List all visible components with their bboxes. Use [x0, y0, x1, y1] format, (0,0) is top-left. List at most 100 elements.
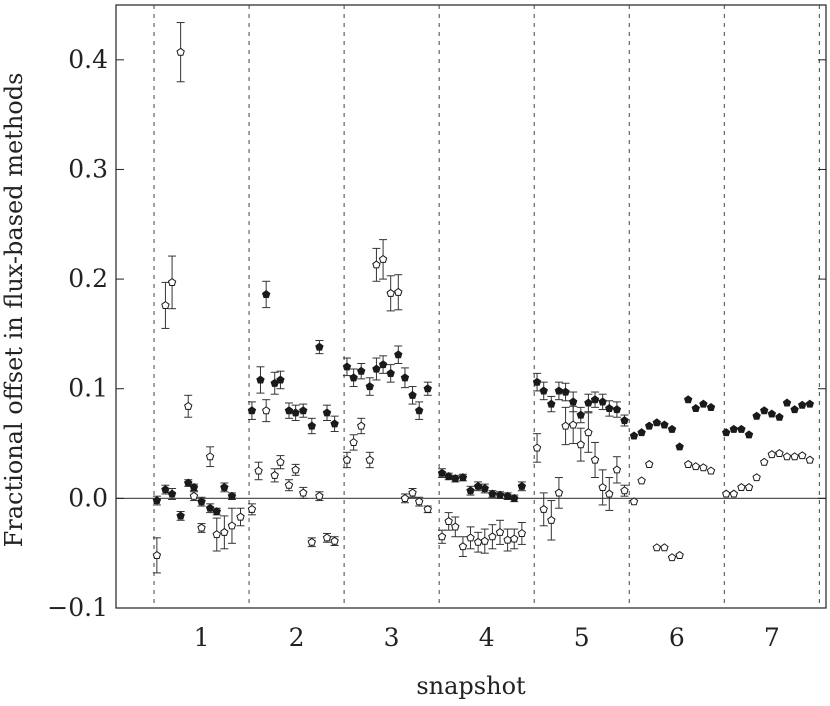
filled-pentagon-point: [291, 408, 300, 417]
y-tick-label: 0.1: [68, 374, 108, 403]
open-pentagon-point: [480, 536, 489, 545]
open-pentagon-point: [775, 448, 784, 457]
filled-pentagon-point: [299, 406, 308, 415]
filled-pentagon-point: [365, 382, 374, 391]
open-pentagon-point: [805, 455, 815, 464]
open-pentagon-point: [307, 537, 316, 546]
open-pentagon-point: [612, 465, 622, 474]
open-pentagon-point: [236, 512, 245, 521]
filled-pentagon-point: [629, 431, 639, 440]
open-pentagon-point: [357, 421, 366, 430]
open-pentagon-point: [315, 491, 324, 500]
filled-pentagon-point: [590, 395, 600, 404]
open-pentagon-point: [197, 523, 206, 532]
open-pentagon-point: [547, 515, 556, 524]
open-pentagon-point: [488, 532, 497, 541]
open-pentagon-point: [473, 537, 483, 546]
filled-pentagon-point: [584, 398, 593, 407]
open-pentagon-point: [365, 455, 374, 464]
filled-pentagon-point: [691, 404, 700, 413]
filled-pentagon-point: [645, 421, 654, 430]
open-pentagon-point: [423, 504, 432, 513]
filled-pentagon-point: [598, 397, 607, 406]
filled-pentagon-point: [307, 421, 316, 430]
open-pentagon-point: [503, 535, 512, 544]
open-pentagon-point: [590, 455, 600, 464]
open-pentagon-point: [683, 459, 693, 468]
open-pentagon-point: [161, 300, 170, 309]
x-axis-title: snapshot: [416, 672, 526, 700]
x-tick-label: 7: [764, 623, 780, 652]
filled-pentagon-point: [660, 420, 669, 429]
filled-pentagon-point: [473, 481, 483, 490]
filled-pentagon-point: [227, 491, 237, 500]
y-tick-label: 0.0: [68, 483, 108, 512]
filled-pentagon-point: [798, 400, 807, 409]
y-tick-label: −0.1: [47, 593, 108, 622]
open-pentagon-point: [220, 527, 229, 536]
filled-pentagon-point: [220, 482, 229, 491]
open-pentagon-point: [691, 462, 700, 471]
open-pentagon-point: [568, 420, 578, 429]
filled-pentagon-point: [782, 398, 792, 407]
filled-pentagon-point: [767, 409, 777, 418]
open-pentagon-point: [561, 421, 570, 430]
y-tick-label: 0.2: [68, 264, 108, 293]
filled-pentagon-point: [503, 491, 512, 500]
open-pentagon-point: [437, 532, 447, 541]
open-pentagon-point: [539, 504, 548, 513]
open-pentagon-point: [660, 543, 669, 552]
filled-pentagon-point: [284, 406, 294, 415]
open-pentagon-point: [291, 465, 300, 474]
filled-pentagon-point: [539, 386, 548, 395]
open-pentagon-point: [152, 550, 162, 559]
open-pentagon-point: [699, 463, 708, 472]
open-pentagon-point: [444, 516, 453, 525]
filled-pentagon-point: [322, 408, 332, 417]
filled-pentagon-point: [752, 411, 761, 420]
open-pentagon-point: [675, 550, 684, 559]
filled-pentagon-point: [517, 481, 527, 490]
open-pentagon-point: [652, 543, 662, 552]
open-pentagon-point: [458, 542, 468, 551]
open-pentagon-point: [342, 455, 352, 464]
open-pentagon-point: [415, 497, 424, 506]
filled-pentagon-point: [408, 390, 417, 399]
filled-pentagon-point: [349, 373, 358, 382]
open-pentagon-point: [254, 466, 263, 475]
open-pentagon-point: [760, 457, 769, 466]
filled-pentagon-point: [699, 399, 708, 408]
x-tick-label: 2: [289, 623, 305, 652]
y-axis-title: Fractional offset in flux-based methods: [0, 73, 28, 548]
open-pentagon-point: [466, 533, 475, 542]
open-pentagon-point: [706, 466, 716, 475]
open-pentagon-point: [247, 504, 257, 513]
open-pentagon-point: [605, 489, 614, 498]
filled-pentagon-point: [568, 397, 578, 406]
filled-pentagon-point: [532, 377, 542, 386]
open-pentagon-point: [205, 452, 215, 461]
open-pentagon-point: [667, 553, 677, 562]
filled-pentagon-point: [256, 375, 265, 384]
open-pentagon-point: [322, 533, 332, 542]
open-pentagon-point: [767, 450, 777, 459]
open-pentagon-point: [737, 482, 746, 491]
open-pentagon-point: [270, 470, 279, 479]
filled-pentagon-point: [675, 442, 684, 451]
open-pentagon-point: [167, 277, 177, 286]
open-pentagon-point: [729, 489, 739, 498]
filled-pentagon-point: [197, 497, 206, 506]
open-pentagon-point: [620, 486, 629, 495]
open-pentagon-point: [212, 530, 221, 539]
open-pentagon-point: [451, 522, 460, 531]
filled-pentagon-point: [451, 474, 460, 483]
filled-pentagon-point: [176, 511, 185, 520]
open-pentagon-point: [189, 491, 199, 500]
filled-pentagon-point: [161, 485, 170, 494]
filled-pentagon-point: [357, 366, 366, 375]
open-pentagon-point: [400, 493, 410, 502]
open-pentagon-point: [299, 488, 308, 497]
x-tick-label: 5: [574, 623, 590, 652]
open-pentagon-point: [386, 288, 395, 297]
